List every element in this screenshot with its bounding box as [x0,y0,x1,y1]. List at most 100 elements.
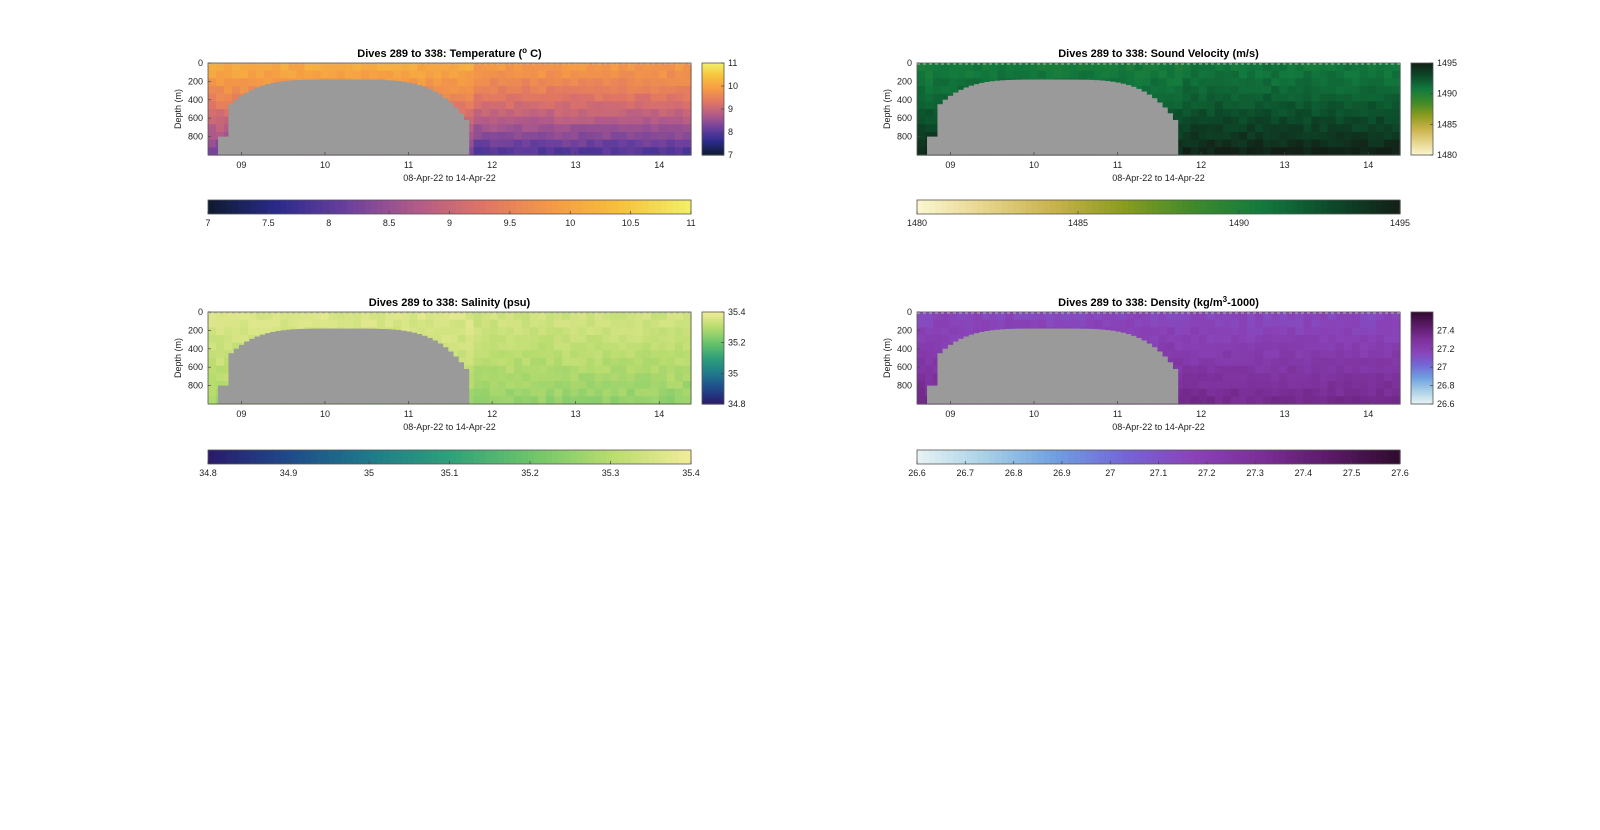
y-tick-label: 400 [897,95,912,105]
heatmap-cell [1102,63,1111,72]
heatmap-cell [417,327,426,336]
heatmap-cell [933,63,942,72]
heatmap-cell [658,70,668,79]
y-tick-label: 800 [897,132,912,142]
heatmap-cell [666,116,676,125]
heatmap-cell [240,312,249,321]
colorbar-swatch [702,381,724,384]
heatmap-cell [1383,358,1393,367]
heatmap-cell [513,63,523,72]
mask-column [1167,362,1173,404]
colorbar-swatch [642,450,650,464]
heatmap-cell [546,63,555,72]
heatmap-cell [441,70,451,79]
mask-column [1000,329,1006,404]
heatmap-cell [465,388,475,397]
heatmap-cell [1271,335,1280,344]
heatmap-cell [1255,335,1264,344]
heatmap-cell [1319,139,1329,148]
heatmap-cell [1351,78,1361,87]
heatmap-cell [1190,93,1200,102]
heatmap-cell [1311,335,1321,344]
heatmap-cell [505,319,515,328]
heatmap-cell [1375,116,1385,125]
colorbar-swatch [702,79,724,82]
heatmap-cell [1214,86,1224,95]
colorbar-tick-label: 35.4 [682,468,700,478]
heatmap-cell [594,381,604,390]
heatmap-cell [1391,116,1401,125]
mask-column [937,104,944,155]
heatmap-cell [1263,78,1272,87]
heatmap-cell [618,319,628,328]
colorbar-swatch [1345,450,1353,464]
heatmap-cell [682,78,692,87]
heatmap-cell [1078,319,1087,328]
heatmap-cell [1391,381,1401,390]
heatmap-cell [1287,388,1296,397]
heatmap-cell [554,327,563,336]
heatmap-cell [1343,350,1353,359]
heatmap-cell [1198,350,1208,359]
heatmap-cell [473,319,483,328]
heatmap-cell [1255,327,1264,336]
y-axis-label: Depth (m) [173,338,183,378]
heatmap-cell [1311,86,1321,95]
colorbar-swatch [1357,200,1365,214]
heatmap-cell [917,109,926,118]
heatmap-cell [1182,101,1192,110]
heatmap-cell [554,319,563,328]
heatmap-cell [933,124,942,133]
colorbar-swatch [1411,99,1433,103]
heatmap-cell [521,388,531,397]
heatmap-cell [925,312,934,321]
heatmap-cell [570,86,579,95]
heatmap-cell [264,78,273,87]
colorbar-swatch [521,200,529,214]
heatmap-cell [546,86,555,95]
heatmap-cell [1255,319,1264,328]
colorbar-swatch [262,450,269,464]
heatmap-cell [1383,312,1393,321]
y-tick-label: 0 [907,58,912,68]
heatmap-cell [530,70,539,79]
heatmap-cell [1263,381,1272,390]
heatmap-cell [352,312,362,321]
heatmap-cell [546,358,555,367]
heatmap-cell [409,319,418,328]
mask-column [259,85,266,155]
heatmap-cell [393,319,402,328]
mask-column [953,341,959,404]
heatmap-cell [610,63,620,72]
heatmap-cell [513,373,523,382]
heatmap-cell [1222,358,1232,367]
heatmap-cell [1158,93,1168,102]
heatmap-cell [208,350,217,359]
heatmap-cell [1239,312,1248,321]
heatmap-cell [682,101,692,110]
heatmap-cell [666,93,676,102]
mask-column [1172,119,1179,155]
heatmap-cell [272,63,282,72]
heatmap-cell [618,124,628,133]
colorbar-swatch [437,200,445,214]
x-tick-label: 11 [1113,160,1122,170]
heatmap-cell [965,312,974,321]
heatmap-cell [981,63,991,72]
heatmap-cell [1142,335,1152,344]
heatmap-cell [1045,319,1055,328]
colorbar-swatch [1037,200,1045,214]
colorbar-swatch [971,450,978,464]
heatmap-cell [530,373,539,382]
colorbar-swatch [208,450,215,464]
colorbar-swatch [1375,200,1383,214]
heatmap-cell [1239,396,1248,405]
mask-column [1146,343,1153,404]
colorbar-swatch [1411,127,1433,131]
heatmap-cell [642,70,652,79]
heatmap-cell [1287,78,1296,87]
colorbar-tick-label: 26.9 [1053,468,1071,478]
mask-column [1021,79,1027,155]
mask-column [984,330,991,404]
heatmap-cell [248,319,257,328]
